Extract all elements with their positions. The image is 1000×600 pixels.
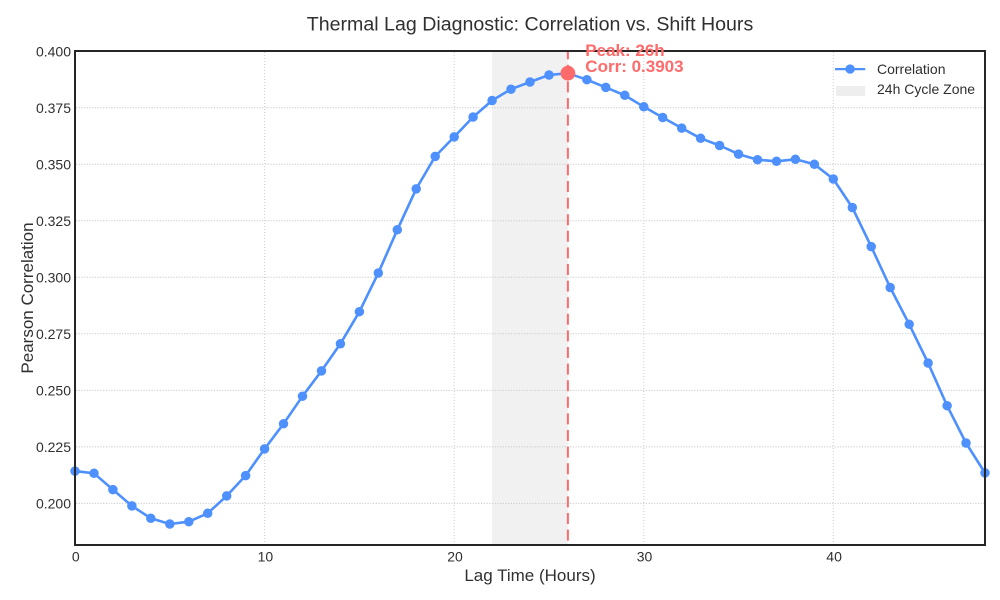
svg-text:0.350: 0.350 — [36, 157, 71, 173]
svg-text:0.225: 0.225 — [36, 439, 71, 455]
svg-text:Thermal Lag Diagnostic: Correl: Thermal Lag Diagnostic: Correlation vs. … — [307, 13, 754, 35]
svg-text:Lag Time (Hours): Lag Time (Hours) — [464, 566, 595, 585]
svg-text:0.300: 0.300 — [36, 270, 71, 286]
svg-text:20: 20 — [447, 549, 463, 565]
svg-text:0.275: 0.275 — [36, 326, 71, 342]
svg-text:Correlation: Correlation — [877, 61, 945, 77]
svg-text:Pearson Correlation: Pearson Correlation — [18, 222, 37, 373]
svg-text:0.375: 0.375 — [36, 100, 71, 116]
svg-text:30: 30 — [637, 549, 653, 565]
svg-text:10: 10 — [258, 549, 274, 565]
svg-text:0.325: 0.325 — [36, 213, 71, 229]
svg-text:0: 0 — [72, 549, 80, 565]
svg-text:Peak: 26h: Peak: 26h — [585, 41, 664, 60]
svg-text:0.400: 0.400 — [36, 43, 71, 59]
svg-text:0.250: 0.250 — [36, 383, 71, 399]
svg-text:Corr: 0.3903: Corr: 0.3903 — [585, 57, 683, 76]
svg-text:0.200: 0.200 — [36, 496, 71, 512]
svg-text:24h Cycle Zone: 24h Cycle Zone — [877, 81, 975, 97]
svg-text:40: 40 — [826, 549, 842, 565]
